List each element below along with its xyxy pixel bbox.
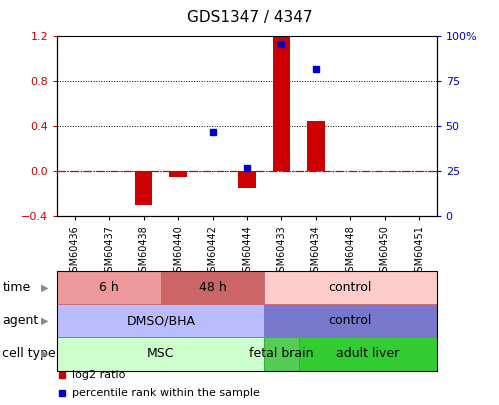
Text: ▶: ▶: [41, 283, 48, 292]
Text: 6 h: 6 h: [99, 281, 119, 294]
Bar: [135, 171, 152, 205]
Bar: [264, 271, 437, 304]
Bar: [170, 171, 187, 177]
Text: ▶: ▶: [41, 316, 48, 326]
Text: cell type: cell type: [2, 347, 56, 360]
Bar: [264, 304, 437, 337]
Text: fetal brain: fetal brain: [249, 347, 314, 360]
Bar: [299, 337, 437, 371]
Text: ▶: ▶: [41, 349, 48, 359]
Text: agent: agent: [2, 314, 39, 327]
Text: GDS1347 / 4347: GDS1347 / 4347: [187, 10, 312, 25]
Bar: [307, 121, 324, 171]
Text: 48 h: 48 h: [199, 281, 227, 294]
Text: control: control: [329, 314, 372, 327]
Text: log2 ratio: log2 ratio: [72, 370, 126, 379]
Bar: [264, 337, 299, 371]
Text: DMSO/BHA: DMSO/BHA: [126, 314, 195, 327]
Bar: [239, 171, 255, 188]
Text: MSC: MSC: [147, 347, 175, 360]
Bar: [57, 271, 437, 371]
Bar: [57, 337, 264, 371]
Bar: [57, 271, 161, 304]
Bar: [57, 304, 264, 337]
Text: time: time: [2, 281, 31, 294]
Text: percentile rank within the sample: percentile rank within the sample: [72, 388, 260, 398]
Text: adult liver: adult liver: [336, 347, 399, 360]
Bar: [161, 271, 264, 304]
Bar: [273, 36, 290, 171]
Text: control: control: [329, 281, 372, 294]
